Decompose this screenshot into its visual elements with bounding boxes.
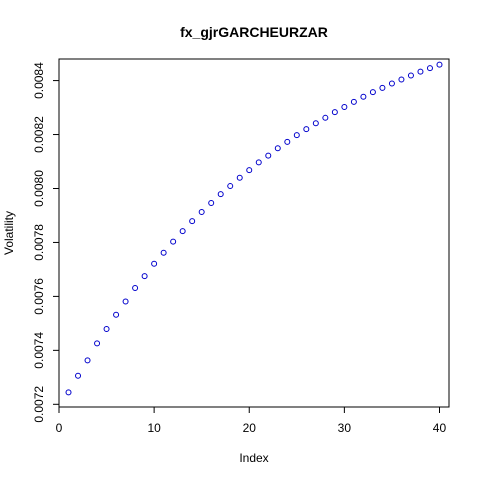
x-tick-label: 10: [147, 421, 161, 435]
data-point: [293, 132, 300, 139]
data-point: [94, 340, 101, 347]
data-points: [65, 61, 443, 396]
data-point: [227, 183, 234, 190]
data-point: [198, 208, 205, 215]
data-point: [122, 298, 129, 305]
data-point: [265, 152, 272, 159]
y-tick-label: 0.0080: [32, 170, 46, 207]
data-point: [170, 238, 177, 245]
x-axis: 0 10 20 30 40: [56, 406, 447, 435]
data-point: [369, 89, 376, 96]
data-point: [360, 93, 367, 100]
data-point: [426, 65, 433, 72]
data-point: [255, 159, 262, 166]
data-point: [388, 80, 395, 87]
data-point: [331, 109, 338, 116]
data-point: [312, 120, 319, 127]
y-tick-label: 0.0072: [32, 386, 46, 423]
y-tick-label: 0.0076: [32, 278, 46, 315]
data-point: [189, 218, 196, 225]
data-point: [398, 76, 405, 83]
data-point: [179, 228, 186, 235]
y-tick-label: 0.0084: [32, 62, 46, 99]
data-point: [132, 285, 139, 292]
data-point: [303, 126, 310, 133]
plot-frame: [58, 58, 450, 408]
chart-title: fx_gjrGARCHEURZAR: [180, 24, 328, 40]
data-point: [141, 273, 148, 280]
data-point: [160, 249, 167, 256]
x-tick-label: 0: [56, 421, 63, 435]
data-point: [407, 72, 414, 79]
x-axis-label: Index: [239, 451, 268, 465]
data-point: [284, 138, 291, 145]
data-point: [246, 167, 253, 174]
y-tick-label: 0.0078: [32, 224, 46, 261]
data-point: [65, 389, 72, 396]
data-point: [103, 326, 110, 333]
data-point: [322, 114, 329, 121]
x-tick-label: 30: [338, 421, 352, 435]
data-point: [84, 357, 91, 364]
data-point: [208, 200, 215, 207]
data-point: [379, 84, 386, 91]
data-point: [350, 98, 357, 105]
y-tick-label: 0.0082: [32, 116, 46, 153]
data-point: [217, 191, 224, 198]
data-point: [113, 311, 120, 318]
y-axis: 0.0072 0.0074 0.0076 0.0078 0.0080 0.0082 0.00…: [32, 62, 60, 423]
data-point: [417, 68, 424, 75]
data-point: [274, 145, 281, 152]
y-axis-label: Volatility: [2, 211, 16, 255]
data-point: [75, 372, 82, 379]
data-point: [436, 61, 443, 68]
x-tick-label: 20: [243, 421, 257, 435]
data-point: [341, 104, 348, 111]
y-tick-label: 0.0074: [32, 332, 46, 369]
x-tick-label: 40: [433, 421, 447, 435]
data-point: [151, 260, 158, 267]
data-point: [236, 174, 243, 181]
